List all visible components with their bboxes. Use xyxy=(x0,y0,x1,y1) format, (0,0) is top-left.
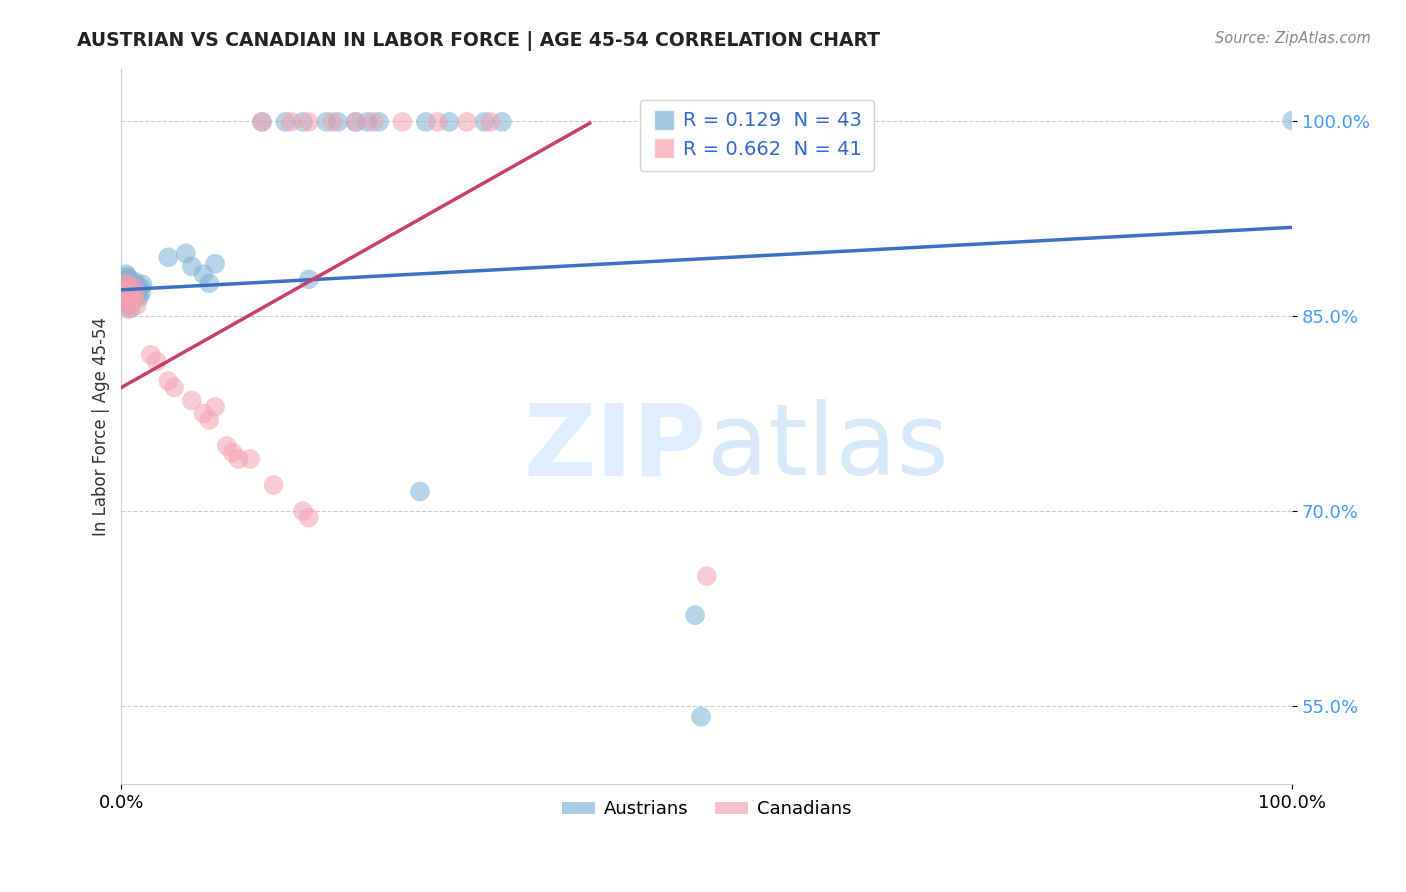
Point xyxy=(250,115,273,129)
Point xyxy=(120,301,142,315)
Point xyxy=(115,298,138,312)
Text: AUSTRIAN VS CANADIAN IN LABOR FORCE | AGE 45-54 CORRELATION CHART: AUSTRIAN VS CANADIAN IN LABOR FORCE | AG… xyxy=(77,31,880,51)
Point xyxy=(1281,113,1303,128)
Point xyxy=(124,285,146,300)
Point xyxy=(491,115,513,129)
Point xyxy=(215,439,238,453)
Point xyxy=(157,250,180,264)
Point xyxy=(326,115,349,129)
Point xyxy=(263,478,285,492)
Point xyxy=(114,277,136,292)
Point xyxy=(221,445,243,459)
Point xyxy=(415,115,437,129)
Legend: Austrians, Canadians: Austrians, Canadians xyxy=(555,793,859,825)
Point xyxy=(456,115,478,129)
Point xyxy=(118,272,141,286)
Point xyxy=(122,291,145,305)
Text: Source: ZipAtlas.com: Source: ZipAtlas.com xyxy=(1215,31,1371,46)
Point xyxy=(315,115,337,129)
Point xyxy=(128,291,150,305)
Point xyxy=(274,115,297,129)
Point xyxy=(356,115,378,129)
Point xyxy=(409,484,432,499)
Point xyxy=(145,354,167,368)
Point xyxy=(122,281,145,295)
Point xyxy=(125,289,148,303)
Point xyxy=(321,115,343,129)
Point xyxy=(368,115,391,129)
Point xyxy=(117,269,139,284)
Point xyxy=(117,293,139,308)
Point xyxy=(198,413,221,427)
Point xyxy=(117,293,139,308)
Point xyxy=(250,115,273,129)
Point xyxy=(121,295,143,310)
Point xyxy=(180,393,202,408)
Point xyxy=(298,272,321,286)
Point xyxy=(298,115,321,129)
Point xyxy=(120,288,142,302)
Point xyxy=(131,285,153,300)
Point xyxy=(127,283,149,297)
Point xyxy=(117,280,139,294)
Point xyxy=(118,294,141,309)
Point xyxy=(114,274,136,288)
Point xyxy=(174,246,197,260)
Point xyxy=(121,277,143,291)
Point xyxy=(204,400,226,414)
Point xyxy=(228,452,250,467)
Point xyxy=(120,285,142,300)
Point xyxy=(391,115,413,129)
Text: ZIP: ZIP xyxy=(524,400,707,497)
Point xyxy=(683,608,706,623)
Point xyxy=(115,285,138,300)
Point xyxy=(157,374,180,388)
Point xyxy=(344,115,367,129)
Point xyxy=(204,257,226,271)
Point xyxy=(291,504,314,518)
Point xyxy=(163,380,186,394)
Point xyxy=(439,115,461,129)
Point xyxy=(180,260,202,274)
Point xyxy=(474,115,496,129)
Point xyxy=(193,267,215,281)
Point xyxy=(298,510,321,524)
Point xyxy=(198,277,221,291)
Point xyxy=(117,277,139,291)
Point xyxy=(426,115,449,129)
Point xyxy=(117,302,139,317)
Point xyxy=(129,280,152,294)
Point xyxy=(239,452,262,467)
Point xyxy=(193,407,215,421)
Point xyxy=(361,115,384,129)
Text: atlas: atlas xyxy=(707,400,949,497)
Point xyxy=(115,267,138,281)
Point xyxy=(124,280,146,294)
Point xyxy=(131,277,153,292)
Point xyxy=(696,569,718,583)
Point xyxy=(125,298,148,312)
Point xyxy=(280,115,302,129)
Point xyxy=(124,275,146,289)
Point xyxy=(117,297,139,311)
Point xyxy=(124,277,146,292)
Point xyxy=(139,348,162,362)
Point xyxy=(690,710,713,724)
Point xyxy=(117,283,139,297)
Point xyxy=(479,115,502,129)
Point xyxy=(291,115,314,129)
Y-axis label: In Labor Force | Age 45-54: In Labor Force | Age 45-54 xyxy=(93,317,110,536)
Point xyxy=(344,115,367,129)
